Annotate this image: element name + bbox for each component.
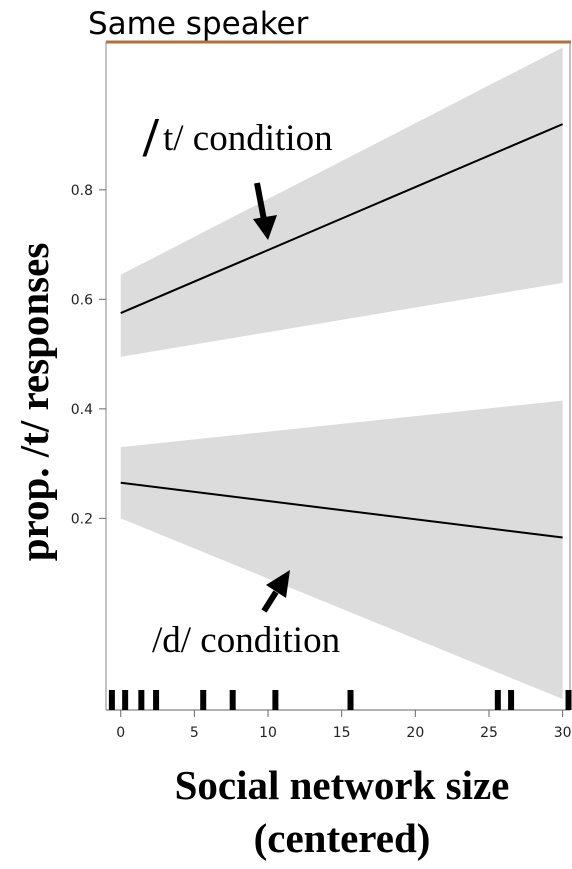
x-axis-label-line1: Social network size — [175, 762, 510, 808]
y-tick-label: 0.2 — [71, 511, 93, 527]
rug-mark — [153, 690, 160, 710]
series-line-t-condition — [120, 123, 564, 314]
confidence-bands — [120, 47, 563, 700]
x-tick-label: 25 — [480, 725, 498, 741]
rug-mark — [494, 690, 501, 710]
rug-mark — [508, 690, 515, 710]
ci-band-t-condition — [120, 47, 563, 357]
rug-mark — [138, 690, 145, 710]
x-axis-ticks: 0 5 10 15 20 25 30 — [116, 710, 572, 741]
arrow-d-head — [266, 570, 290, 598]
rug-mark — [272, 690, 279, 710]
x-tick-label: 15 — [333, 725, 351, 741]
rug-mark — [122, 690, 129, 710]
annotation-d-text: /d/ condition — [152, 620, 340, 661]
x-tick-label: 20 — [406, 725, 424, 741]
fit-lines — [120, 123, 564, 539]
chart-title: Same speaker — [88, 6, 309, 42]
x-tick-label: 10 — [259, 725, 277, 741]
rug-mark — [200, 690, 207, 710]
y-axis-label: prop. /t/ responses — [11, 243, 57, 562]
annotation-t-text: t/ condition — [163, 118, 333, 159]
rug-mark — [108, 690, 115, 710]
x-tick-label: 0 — [116, 725, 125, 741]
annotation-t-slash: / — [142, 107, 160, 169]
annotation-t-condition: / t/ condition — [142, 107, 333, 169]
y-tick-label: 0.4 — [71, 402, 93, 418]
arrow-d — [261, 570, 290, 613]
y-tick-label: 0.8 — [71, 183, 93, 199]
rug-mark — [565, 690, 572, 710]
y-tick-label: 0.6 — [71, 292, 93, 308]
arrow-t-head — [253, 215, 277, 240]
rug-marks — [108, 690, 572, 710]
arrow-t-shaft — [254, 182, 267, 221]
x-axis-label-line2: (centered) — [254, 815, 431, 861]
rug-mark — [347, 690, 354, 710]
rug-mark — [229, 690, 236, 710]
y-axis-ticks: 0.2 0.4 0.6 0.8 — [71, 183, 106, 527]
x-tick-label: 5 — [190, 725, 199, 741]
arrow-d-shaft — [261, 590, 279, 613]
ci-band-d-condition — [120, 400, 563, 700]
arrow-t — [253, 182, 277, 240]
series-line-d-condition — [120, 481, 563, 539]
x-tick-label: 30 — [554, 725, 572, 741]
plot-frame — [105, 40, 571, 711]
